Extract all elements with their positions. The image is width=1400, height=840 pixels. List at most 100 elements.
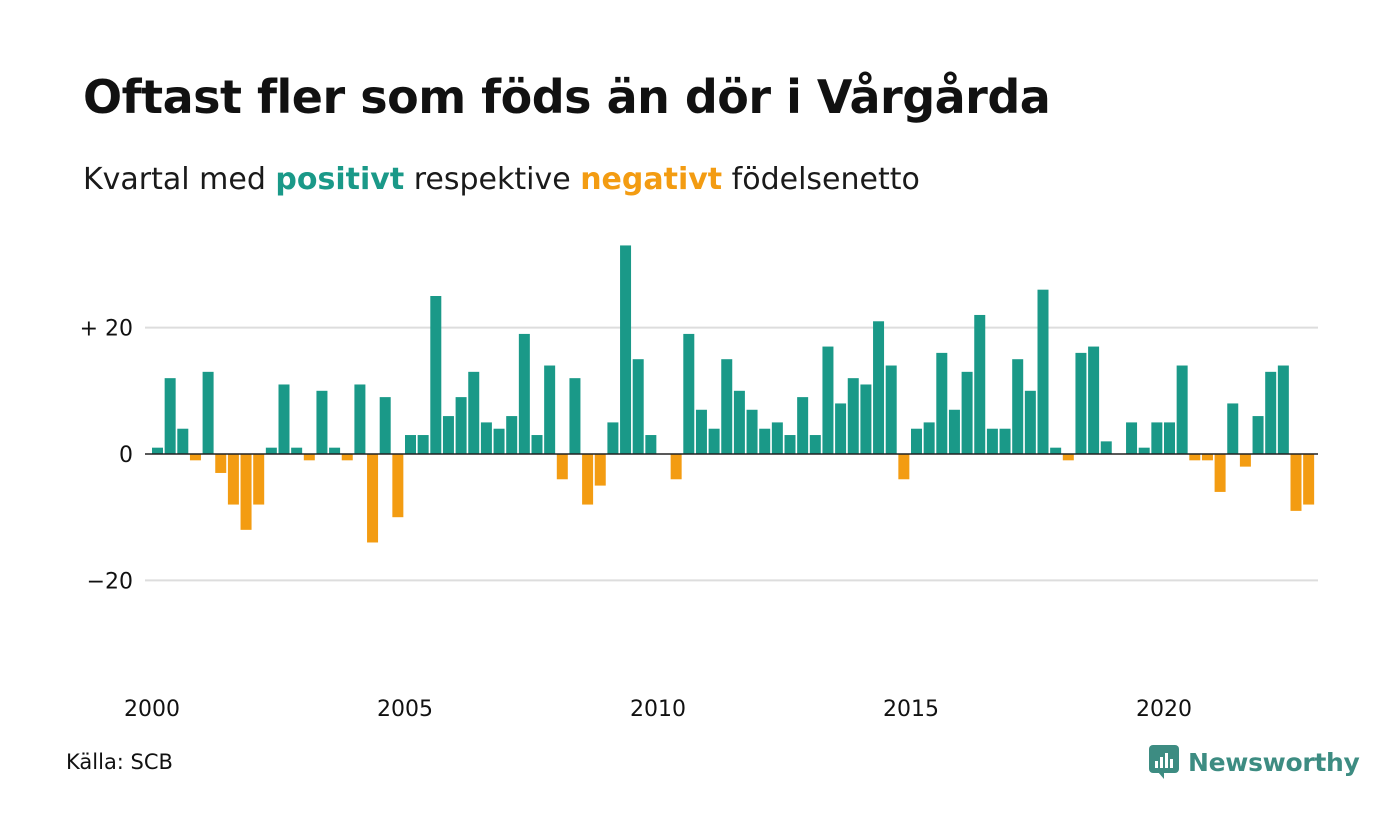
bar (430, 296, 442, 454)
bar (620, 245, 632, 454)
bar (911, 428, 922, 454)
bar (506, 416, 518, 454)
x-tick-label: 2000 (124, 697, 180, 722)
bar (518, 333, 530, 454)
bar (1138, 447, 1150, 454)
bar (936, 352, 948, 454)
bar (797, 397, 809, 454)
bar (1277, 365, 1289, 454)
bar (1164, 422, 1175, 454)
newsworthy-logo-icon (1149, 745, 1179, 779)
bar (1037, 289, 1049, 454)
bar (1075, 352, 1087, 454)
bar (202, 371, 214, 454)
bar (1189, 454, 1201, 461)
bar (417, 435, 429, 454)
bar (531, 435, 543, 454)
bar (1088, 346, 1100, 454)
bar (974, 314, 986, 454)
bar (1265, 371, 1277, 454)
x-tick-label: 2010 (630, 697, 686, 722)
y-tick-label: −20 (87, 569, 133, 594)
y-tick-label: 0 (119, 443, 133, 468)
bar (392, 454, 404, 518)
bar (442, 416, 454, 454)
bar (152, 447, 163, 454)
bar (582, 454, 594, 505)
bar (759, 428, 771, 454)
bar (645, 435, 657, 454)
bar (670, 454, 682, 480)
subtitle-negative: negativt (580, 162, 723, 197)
x-tick-label: 2015 (883, 697, 939, 722)
bar (873, 321, 885, 454)
bar (1126, 422, 1138, 454)
bar (1303, 454, 1315, 505)
bar (721, 359, 733, 454)
bar (746, 409, 758, 454)
bar (265, 447, 277, 454)
bar (1050, 447, 1062, 454)
newsworthy-logo: Newsworthy (1148, 744, 1360, 780)
bar (1012, 359, 1024, 454)
bar (860, 384, 872, 454)
bar (569, 378, 581, 454)
subtitle-part2: respektive (404, 162, 581, 197)
bar (1201, 454, 1213, 461)
chart-subtitle: Kvartal med positivt respektive negativt… (83, 162, 920, 197)
bar (177, 428, 189, 454)
x-tick-label: 2005 (377, 697, 433, 722)
bar (303, 454, 315, 461)
bar (999, 428, 1011, 454)
bar (329, 447, 341, 454)
bar (544, 365, 556, 454)
bar (480, 422, 492, 454)
bar (379, 397, 391, 454)
bar (923, 422, 935, 454)
bar (455, 397, 467, 454)
bar (986, 428, 998, 454)
bar (1100, 441, 1112, 454)
bar (771, 422, 783, 454)
bar (1239, 454, 1251, 467)
bar (1024, 390, 1036, 454)
bar (291, 447, 303, 454)
bar (835, 403, 847, 454)
bar (493, 428, 505, 454)
bar (278, 384, 290, 454)
bar (607, 422, 619, 454)
y-tick-label: + 20 (80, 317, 133, 342)
bar (1214, 454, 1226, 492)
bar (341, 454, 353, 461)
bar (632, 359, 644, 454)
bar (189, 454, 201, 461)
bar (1151, 422, 1163, 454)
subtitle-part3: födelsenetto (722, 162, 920, 197)
bar (354, 384, 366, 454)
bar (733, 390, 745, 454)
bar (227, 454, 239, 505)
bar (1290, 454, 1302, 511)
bar (253, 454, 265, 505)
bar (316, 390, 328, 454)
bar (405, 435, 416, 454)
x-tick-label: 2020 (1136, 697, 1192, 722)
bar (695, 409, 707, 454)
bar (240, 454, 252, 530)
bar (164, 378, 176, 454)
bar (556, 454, 568, 480)
bar (367, 454, 379, 543)
bar (898, 454, 910, 480)
brand-name: Newsworthy (1188, 747, 1360, 777)
bar (961, 371, 973, 454)
bar (708, 428, 720, 454)
bar (1062, 454, 1074, 461)
bar (215, 454, 227, 473)
bar (594, 454, 606, 486)
bar (885, 365, 897, 454)
bar (822, 346, 834, 454)
bar (683, 333, 695, 454)
bar (784, 435, 796, 454)
subtitle-part1: Kvartal med (83, 162, 276, 197)
